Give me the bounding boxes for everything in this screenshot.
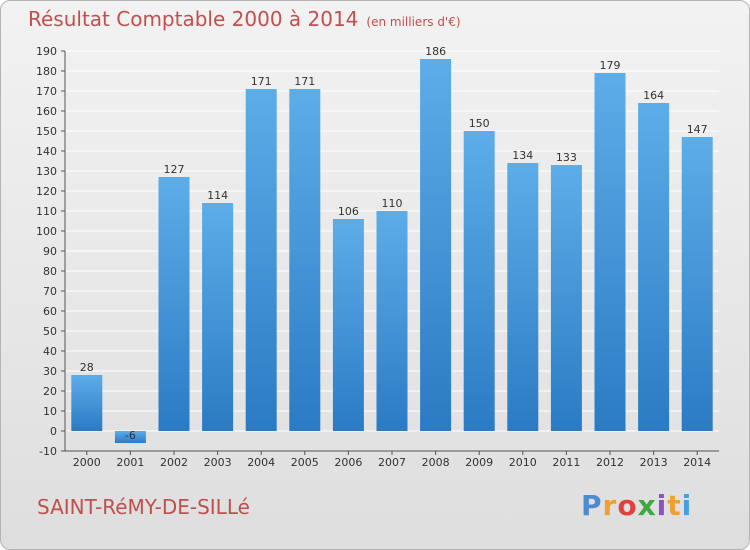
logo-letter: x [637, 489, 657, 522]
x-tick-label-2000: 2000 [73, 456, 101, 469]
y-tick-label: 100 [36, 225, 57, 238]
y-tick-label: 80 [43, 265, 57, 278]
y-tick-label: 0 [50, 425, 57, 438]
x-tick-label-2002: 2002 [160, 456, 188, 469]
value-label-2007: 110 [382, 197, 403, 210]
value-label-2006: 106 [338, 205, 359, 218]
y-tick-label: 10 [43, 405, 57, 418]
x-tick-label-2011: 2011 [552, 456, 580, 469]
bar-2014 [681, 137, 713, 431]
y-tick-label: 140 [36, 145, 57, 158]
y-tick-label: 130 [36, 165, 57, 178]
value-label-2010: 134 [512, 149, 533, 162]
proxiti-logo: Proxiti [581, 489, 692, 522]
value-label-2002: 127 [164, 163, 185, 176]
y-tick-label: 40 [43, 345, 57, 358]
value-label-2012: 179 [600, 59, 621, 72]
bar-2005 [289, 89, 321, 431]
bar-2002 [158, 177, 190, 431]
value-label-2013: 164 [643, 89, 664, 102]
value-label-2001: -6 [125, 429, 136, 442]
logo-letter: r [602, 489, 618, 522]
axes: -10 0 10 20 30 40 50 60 70 80 90 100 110 120 130 140 150… [36, 45, 719, 469]
value-label-2008: 186 [425, 45, 446, 58]
bar-2000 [71, 375, 103, 431]
bar-2011 [550, 165, 582, 431]
value-label-2009: 150 [469, 117, 490, 130]
x-tick-label-2007: 2007 [378, 456, 406, 469]
value-label-2011: 133 [556, 151, 577, 164]
bar-2004 [245, 89, 277, 431]
bar-2010 [507, 163, 539, 431]
logo-letter: P [581, 489, 603, 522]
bar-2007 [376, 211, 408, 431]
y-tick-label: 160 [36, 105, 57, 118]
y-tick-label: 190 [36, 45, 57, 58]
x-tick-label-2014: 2014 [683, 456, 711, 469]
y-tick-label: -10 [39, 445, 57, 458]
bar-2008 [420, 59, 452, 431]
value-label-2003: 114 [207, 189, 228, 202]
logo-letter: i [681, 489, 693, 522]
value-label-2014: 147 [687, 123, 708, 136]
commune-name: SAINT-RéMY-DE-SILLé [37, 495, 250, 519]
y-tick-label: 180 [36, 65, 57, 78]
value-label-2000: 28 [80, 361, 94, 374]
y-tick-label: 170 [36, 85, 57, 98]
x-tick-label-2012: 2012 [596, 456, 624, 469]
y-tick-label: 150 [36, 125, 57, 138]
bar-2012 [594, 73, 626, 431]
chart-title: Résultat Comptable 2000 à 2014 (en millie… [28, 7, 461, 31]
bar-2001 [114, 431, 146, 443]
y-tick-label: 70 [43, 285, 57, 298]
bars [71, 59, 713, 443]
x-tick-label-2005: 2005 [291, 456, 319, 469]
logo-letter: o [617, 489, 638, 522]
x-tick-label-2003: 2003 [204, 456, 232, 469]
y-tick-label: 50 [43, 325, 57, 338]
logo-letter: i [656, 489, 668, 522]
x-tick-label-2013: 2013 [640, 456, 668, 469]
x-tick-label-2006: 2006 [334, 456, 362, 469]
y-tick-label: 120 [36, 185, 57, 198]
bar-2013 [638, 103, 670, 431]
value-label-2004: 171 [251, 75, 272, 88]
x-tick-label-2004: 2004 [247, 456, 275, 469]
bar-2006 [332, 219, 364, 431]
value-labels: 28 -6 127 114 171 171 106 110 186 150 134 133 179 164… [80, 45, 708, 442]
x-tick-label-2001: 2001 [116, 456, 144, 469]
y-tick-label: 30 [43, 365, 57, 378]
logo-letter: t [667, 489, 682, 522]
y-tick-label: 110 [36, 205, 57, 218]
x-tick-label-2009: 2009 [465, 456, 493, 469]
chart-subtitle: (en milliers d'€) [366, 15, 461, 29]
y-tick-label: 90 [43, 245, 57, 258]
x-tick-label-2008: 2008 [422, 456, 450, 469]
chart-title-text: Résultat Comptable 2000 à 2014 [28, 7, 359, 31]
value-label-2005: 171 [294, 75, 315, 88]
y-tick-label: 60 [43, 305, 57, 318]
bar-2003 [202, 203, 234, 431]
y-tick-label: 20 [43, 385, 57, 398]
bar-2009 [463, 131, 495, 431]
x-tick-label-2010: 2010 [509, 456, 537, 469]
